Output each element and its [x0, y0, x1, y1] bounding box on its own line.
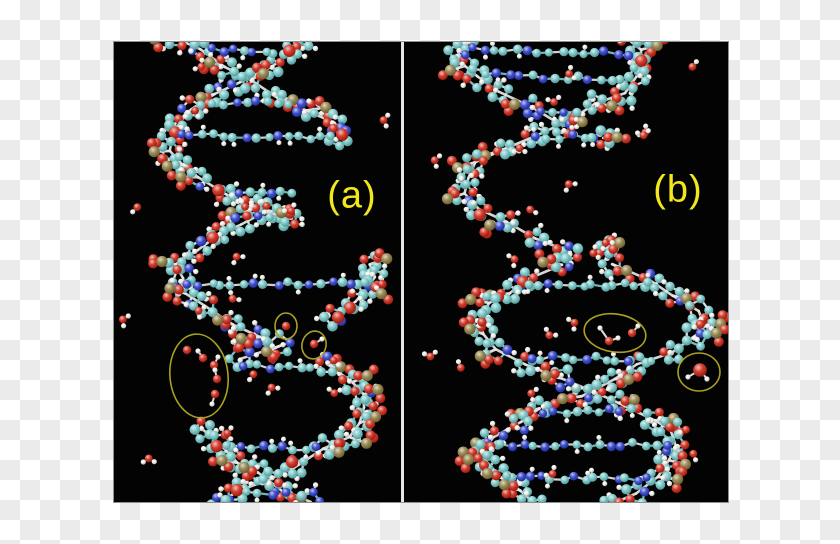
- panel-divider: [401, 42, 404, 502]
- panel-a-label: (a): [327, 174, 377, 217]
- annotation-ellipse: [274, 312, 298, 340]
- panel-a: (a): [114, 42, 401, 502]
- panel-b: (b): [404, 42, 728, 502]
- dna-molecule-a: [118, 42, 394, 502]
- dna-snapshot-figure: (a) (b): [113, 41, 729, 503]
- atoms: [118, 42, 394, 502]
- annotation-ellipses: [169, 312, 327, 419]
- annotation-ellipse: [169, 333, 229, 419]
- annotation-ellipse: [677, 352, 721, 392]
- annotation-ellipses: [583, 312, 721, 392]
- annotation-ellipse: [583, 312, 647, 354]
- atoms: [421, 42, 728, 502]
- annotation-ellipse: [301, 330, 327, 360]
- panel-b-label: (b): [653, 168, 703, 211]
- dna-molecule-b: [421, 42, 728, 502]
